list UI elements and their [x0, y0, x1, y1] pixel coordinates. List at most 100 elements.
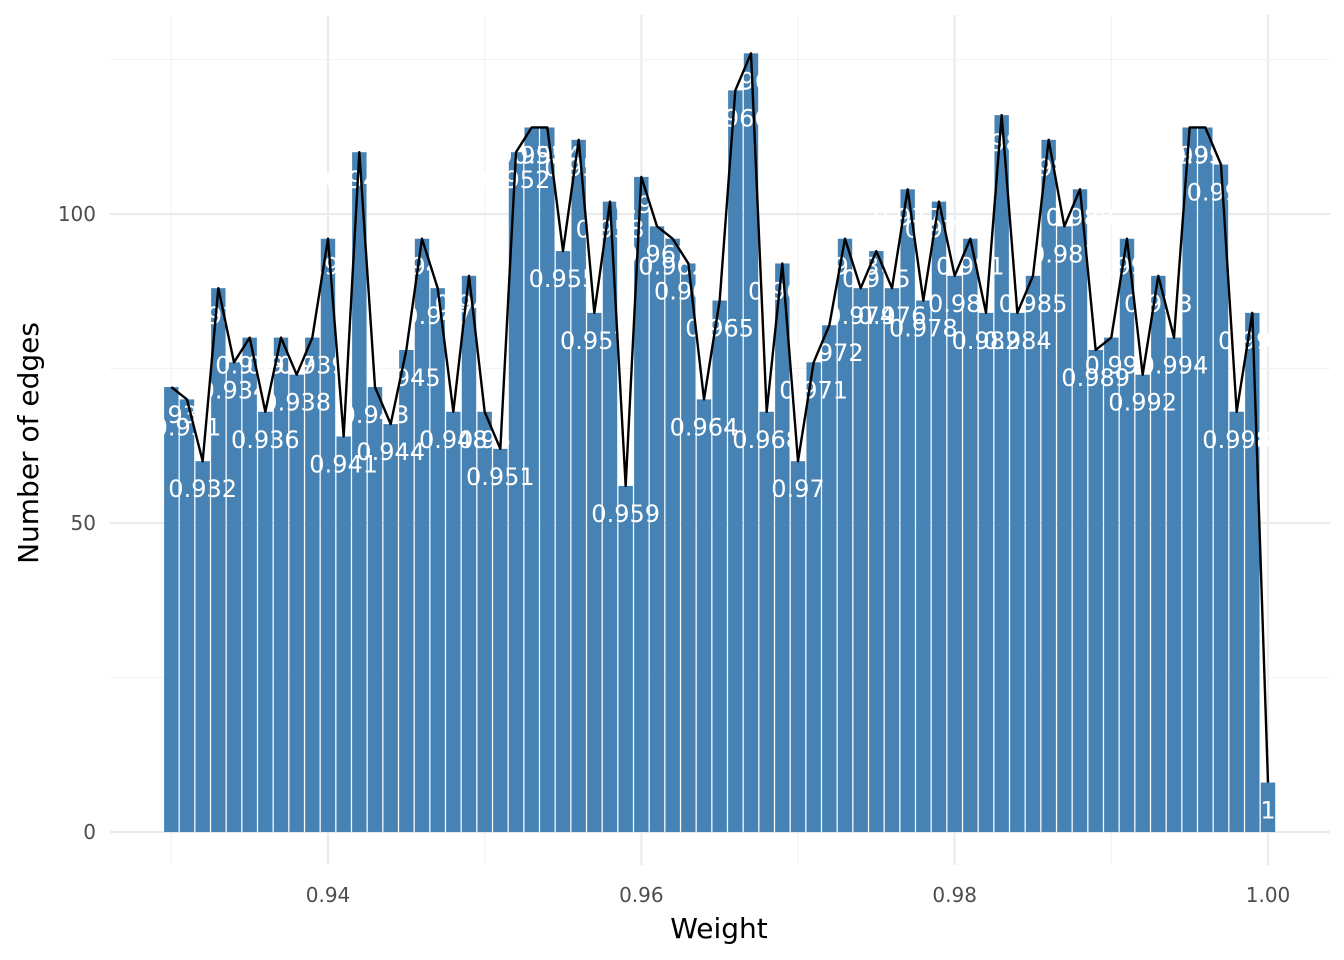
- bar: [665, 238, 680, 833]
- bar-value-label: 0.969: [748, 277, 817, 305]
- bar-value-label: 0.959: [591, 500, 660, 528]
- trend-line: [170, 52, 1270, 783]
- bar: [1025, 275, 1041, 832]
- bar: [759, 411, 774, 832]
- bar: [806, 362, 821, 832]
- bar-value-label: 0.973: [811, 253, 880, 281]
- y-tick-label: 100: [58, 202, 96, 226]
- bar-value-label: 0.983: [967, 129, 1036, 157]
- bar-value-label: 0.981: [936, 253, 1005, 281]
- bar-value-label: 0.953: [497, 141, 566, 169]
- bar-value-label: 0.936: [231, 426, 300, 454]
- bar-value-label: 0.971: [779, 376, 848, 404]
- bar: [728, 90, 743, 832]
- bar: [587, 312, 602, 832]
- bar: [963, 238, 978, 833]
- bar-value-label: 0.955: [529, 265, 598, 293]
- bar-value-label: 0.968: [732, 426, 801, 454]
- bar: [712, 300, 727, 832]
- bar: [1057, 226, 1072, 833]
- bar-value-label: 0.99: [1085, 352, 1138, 380]
- bar: [634, 176, 649, 833]
- bar: [1135, 374, 1150, 832]
- bar-value-label: 0.972: [795, 339, 864, 367]
- bar-value-label: 0.992: [1108, 389, 1177, 417]
- bar: [775, 263, 790, 832]
- bar: [399, 349, 414, 832]
- bar: [336, 436, 351, 832]
- bar-value-label: 0.978: [889, 315, 958, 343]
- bar-value-label: 0.963: [654, 277, 723, 305]
- bar-value-label: 0.945: [372, 364, 441, 392]
- bar: [320, 238, 336, 833]
- bar: [1260, 782, 1276, 832]
- bar-value-label: 0.985: [999, 290, 1068, 318]
- y-axis-title: Number of edges: [12, 322, 45, 564]
- bar-value-label: 0.946: [388, 253, 457, 281]
- bar: [822, 325, 837, 832]
- bar-value-label: 0.994: [1140, 352, 1209, 380]
- bar: [493, 448, 508, 832]
- bar: [1151, 275, 1166, 832]
- bar-value-label: 0.941: [309, 450, 378, 478]
- bar-value-label: 0.977: [873, 203, 942, 231]
- bar-value-label: 0.975: [842, 265, 911, 293]
- bar-value-label: 0.98: [928, 290, 981, 318]
- bar: [1198, 127, 1213, 833]
- bar: [367, 387, 383, 832]
- bar-value-label: 0.948: [419, 426, 488, 454]
- bar: [555, 251, 571, 832]
- bar-value-label: 0.97: [771, 475, 824, 503]
- bar: [571, 139, 586, 833]
- bar: [916, 300, 931, 832]
- x-tick-label: 1.00: [1246, 883, 1291, 907]
- x-tick-label: 0.98: [932, 883, 977, 907]
- bar: [289, 374, 304, 832]
- bar-value-label: 0.974: [826, 302, 895, 330]
- bars: [164, 53, 1276, 833]
- bar-value-label: 0.932: [168, 475, 237, 503]
- y-tick-label: 50: [71, 511, 96, 535]
- bar: [414, 238, 430, 833]
- bar: [164, 387, 179, 832]
- bar: [524, 127, 539, 833]
- bar: [273, 337, 289, 832]
- bar-value-label: 0.94: [301, 253, 354, 281]
- bar-value-label: 0.954: [513, 141, 582, 169]
- bar-value-label: 0.949: [435, 290, 504, 318]
- bar-value-label: 0.943: [341, 401, 410, 429]
- bar: [853, 288, 868, 832]
- bar: [477, 411, 492, 832]
- bar-value-label: 0.982: [952, 327, 1021, 355]
- y-tick-label: 0: [83, 820, 96, 844]
- x-tick-label: 0.94: [306, 883, 351, 907]
- bar-value-label: 0.95: [458, 426, 511, 454]
- bar-value-label: 0.931: [153, 413, 222, 441]
- bar-value-label: 0.933: [184, 302, 253, 330]
- bar: [884, 288, 900, 832]
- bar: [1229, 411, 1244, 832]
- bar: [1119, 238, 1135, 833]
- bar-value-label: 0.944: [356, 438, 425, 466]
- bar: [994, 115, 1009, 833]
- bar: [1182, 127, 1197, 833]
- bar-value-label: 0.996: [1171, 141, 1240, 169]
- bar-value-label: 0.979: [905, 216, 974, 244]
- bar-value-label: 0.938: [262, 389, 331, 417]
- bar: [869, 251, 884, 832]
- bar-value-label: 0.956: [544, 154, 613, 182]
- bar: [1010, 312, 1025, 832]
- bar: [305, 337, 320, 832]
- x-axis-title: Weight: [670, 912, 768, 945]
- bar-value-label: 0.988: [1046, 203, 1115, 231]
- bar: [258, 411, 273, 832]
- bar: [743, 53, 759, 832]
- bar: [837, 238, 853, 833]
- bar: [226, 362, 242, 832]
- bar: [242, 337, 257, 832]
- y-axis-tick-labels: 0 50 100: [58, 202, 96, 844]
- bar-value-label: 0.966: [701, 104, 770, 132]
- bar: [618, 485, 633, 832]
- bar-value-label: 0.961: [623, 240, 692, 268]
- bar-value-label: 0.986: [1014, 154, 1083, 182]
